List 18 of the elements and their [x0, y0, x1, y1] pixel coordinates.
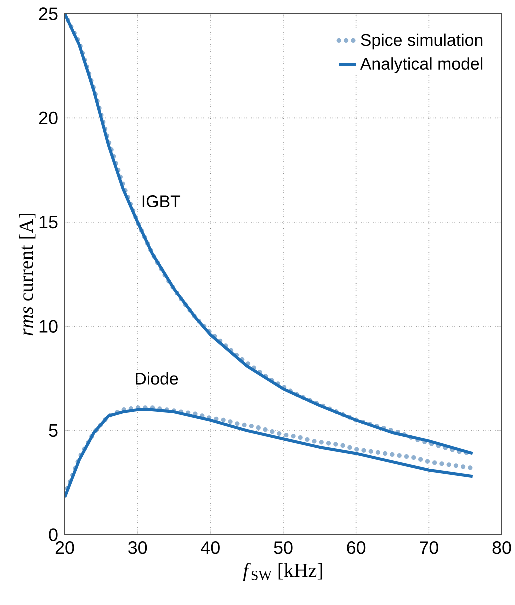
annotation: IGBT — [142, 196, 180, 208]
x-tick-label: 60 — [347, 542, 366, 554]
x-tick-label: 80 — [492, 542, 512, 554]
legend-label: Analytical model — [360, 58, 482, 74]
x-axis-title: f$_{SW}$ [kHz] — [243, 563, 322, 582]
annotation: Diode — [136, 372, 178, 385]
x-tick-label: 40 — [200, 542, 220, 554]
y-tick-label: 25 — [39, 8, 58, 20]
y-tick-label: 10 — [40, 320, 58, 333]
legend-label: Spice simulation — [361, 34, 482, 50]
y-tick-label: 0 — [49, 528, 58, 542]
y-tick-label: 20 — [39, 112, 58, 125]
y-axis-title: rms current [A] — [19, 214, 36, 336]
x-tick-label: 50 — [274, 542, 293, 554]
y-tick-label: 5 — [49, 424, 58, 438]
y-tick-label: 15 — [40, 216, 58, 229]
x-tick-label: 70 — [420, 542, 438, 554]
x-tick-label: 30 — [128, 542, 147, 554]
